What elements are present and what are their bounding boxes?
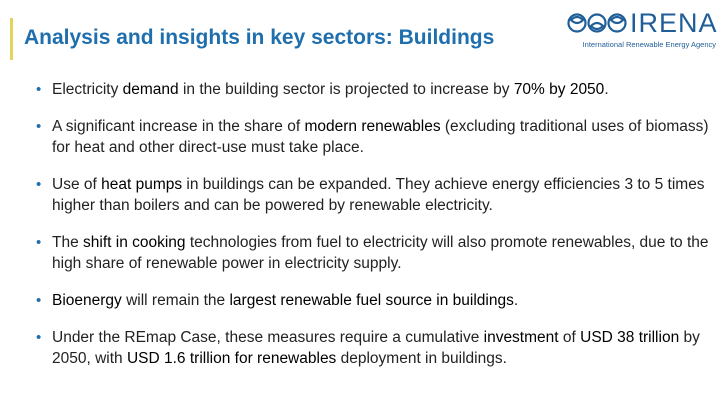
bullet-list: • Electricity demand in the building sec… bbox=[36, 79, 712, 385]
bullet-text: Use of heat pumps in buildings can be ex… bbox=[52, 174, 712, 216]
bullet-dot-icon: • bbox=[36, 292, 42, 309]
bullet-item: • Use of heat pumps in buildings can be … bbox=[36, 174, 712, 216]
bullet-dot-icon: • bbox=[36, 81, 42, 98]
bullet-text: Electricity demand in the building secto… bbox=[52, 79, 712, 100]
bullet-segment: Under the REmap Case, these measures req… bbox=[52, 329, 484, 346]
bullet-emphasis: USD 1.6 trillion for renewables bbox=[126, 350, 337, 367]
bullet-emphasis: USD 38 trillion bbox=[580, 329, 680, 346]
bullet-dot-icon: • bbox=[36, 234, 42, 251]
logo-subtitle: International Renewable Energy Agency bbox=[582, 40, 716, 49]
bullet-item: • Under the REmap Case, these measures r… bbox=[36, 327, 712, 369]
bullet-emphasis: 70% by 2050 bbox=[513, 81, 605, 98]
bullet-segment: deployment in buildings. bbox=[336, 350, 507, 367]
bullet-text: Under the REmap Case, these measures req… bbox=[52, 327, 712, 369]
bullet-segment: (excluding traditional uses of biomass) … bbox=[52, 118, 709, 156]
bullet-segment: of bbox=[558, 329, 581, 346]
page-title: Analysis and insights in key sectors: Bu… bbox=[24, 26, 495, 49]
bullet-text: A significant increase in the share of m… bbox=[52, 116, 712, 158]
logo-wordmark: IRENA bbox=[630, 8, 718, 38]
bullet-emphasis: largest renewable fuel source in buildin… bbox=[229, 292, 514, 309]
bullet-segment: in the building sector is projected to i… bbox=[178, 81, 514, 98]
irena-mark-icon bbox=[567, 13, 627, 33]
bullet-emphasis: demand bbox=[122, 81, 179, 98]
bullet-emphasis: investment bbox=[483, 329, 559, 346]
bullet-dot-icon: • bbox=[36, 329, 42, 346]
bullet-dot-icon: • bbox=[36, 118, 42, 135]
bullet-segment: in buildings can be expanded. They achie… bbox=[52, 176, 705, 214]
bullet-item: • Bioenergy will remain the largest rene… bbox=[36, 290, 712, 311]
bullet-text: Bioenergy will remain the largest renewa… bbox=[52, 290, 712, 311]
bullet-segment: . bbox=[604, 81, 609, 98]
bullet-emphasis: heat pumps bbox=[101, 176, 183, 193]
bullet-segment: Electricity bbox=[52, 81, 123, 98]
irena-logo: IRENA International Renewable Energy Age… bbox=[566, 8, 718, 56]
bullet-segment: technologies from fuel to electricity wi… bbox=[52, 234, 709, 272]
bullet-segment: The bbox=[52, 234, 84, 251]
bullet-dot-icon: • bbox=[36, 176, 42, 193]
bullet-segment: A significant increase in the share of bbox=[52, 118, 305, 135]
bullet-segment: Use of bbox=[52, 176, 102, 193]
bullet-emphasis: Bioenergy bbox=[52, 292, 122, 309]
bullet-item: • A significant increase in the share of… bbox=[36, 116, 712, 158]
bullet-segment: will remain the bbox=[121, 292, 230, 309]
bullet-text: The shift in cooking technologies from f… bbox=[52, 232, 712, 274]
bullet-segment: by 2050, with bbox=[52, 329, 700, 367]
bullet-item: • Electricity demand in the building sec… bbox=[36, 79, 712, 100]
bullet-segment: . bbox=[513, 292, 519, 309]
bullet-emphasis: shift in cooking bbox=[83, 234, 186, 251]
bullet-emphasis: modern renewables bbox=[304, 118, 441, 135]
bullet-item: • The shift in cooking technologies from… bbox=[36, 232, 712, 274]
title-accent-bar bbox=[10, 18, 13, 60]
